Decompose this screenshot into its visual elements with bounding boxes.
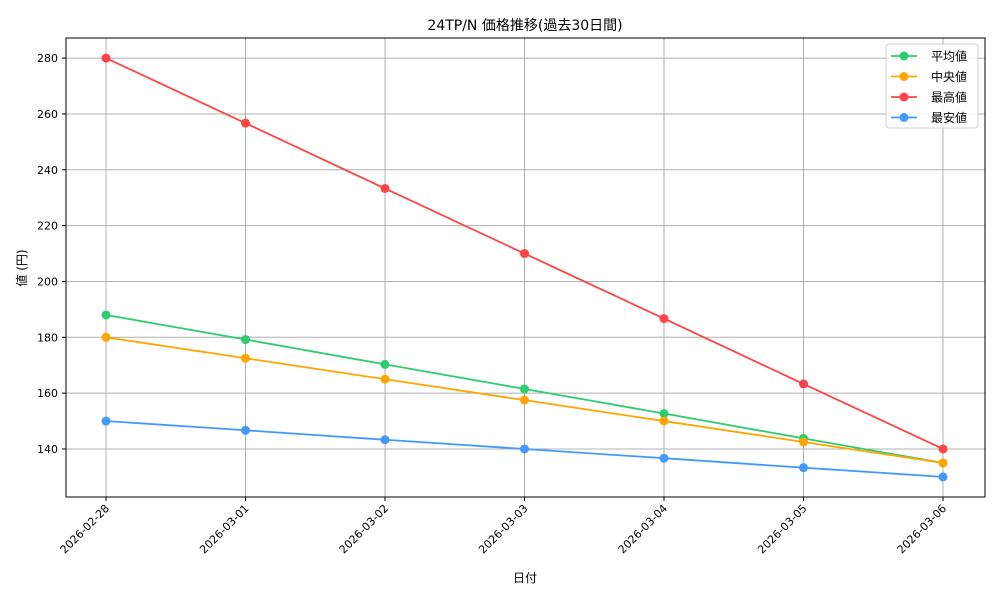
data-point: [659, 453, 669, 463]
legend-label: 平均値: [931, 49, 967, 64]
data-point: [938, 472, 948, 482]
y-tick-label: 200: [37, 275, 58, 288]
x-tick-label: 2026-03-03: [476, 502, 530, 556]
data-point: [241, 118, 250, 128]
data-point: [380, 183, 390, 193]
x-tick-label: 2026-03-02: [337, 502, 391, 556]
x-tick-label: 2026-03-04: [616, 502, 670, 556]
x-tick-label: 2026-03-06: [895, 502, 949, 556]
data-point: [380, 374, 390, 384]
series-2: [101, 53, 948, 454]
y-tick-label: 180: [37, 331, 58, 344]
plot-frame: [65, 37, 986, 498]
data-point: [799, 463, 808, 473]
data-point: [380, 359, 390, 369]
y-axis-label: 値 (円): [14, 249, 29, 286]
legend-marker: [899, 72, 909, 81]
legend-marker: [899, 51, 909, 61]
series-3: [101, 416, 948, 482]
data-point: [659, 314, 669, 324]
data-point: [520, 444, 529, 454]
data-point: [241, 353, 250, 363]
legend-label: 中央値: [931, 69, 967, 84]
x-tick-label: 2026-03-05: [755, 502, 809, 556]
data-point: [101, 332, 111, 342]
data-point: [241, 335, 250, 345]
series-1: [101, 332, 948, 468]
x-axis-label: 日付: [513, 571, 537, 585]
chart-title: 24TP/N 価格推移(過去30日間): [427, 18, 622, 34]
legend-label: 最高値: [931, 90, 967, 105]
x-tick-label: 2026-02-28: [58, 502, 112, 556]
grid: [66, 38, 985, 497]
data-point: [101, 53, 111, 63]
y-tick-label: 140: [37, 443, 58, 456]
data-point: [659, 416, 669, 426]
data-point: [520, 249, 529, 259]
series-group: [101, 53, 948, 482]
legend-label: 最安値: [931, 110, 967, 125]
y-tick-label: 280: [37, 52, 58, 65]
y-tick-label: 220: [37, 220, 58, 233]
data-point: [799, 437, 808, 447]
data-point: [101, 416, 111, 426]
y-tick-label: 240: [37, 164, 58, 177]
y-tick-label: 260: [37, 108, 58, 121]
data-point: [380, 435, 390, 445]
data-point: [101, 310, 111, 320]
data-point: [241, 425, 250, 435]
legend-marker: [899, 113, 909, 122]
ticks: 2026-02-28 2026-03-01 2026-03-02 2026-03-03…: [37, 52, 949, 556]
legend-box: [885, 43, 979, 129]
data-point: [520, 384, 529, 394]
legend-marker: [899, 92, 909, 102]
y-tick-label: 160: [37, 387, 58, 400]
x-tick-label: 2026-03-01: [197, 502, 251, 556]
data-point: [520, 395, 529, 405]
data-point: [938, 444, 948, 454]
data-point: [659, 409, 669, 419]
data-point: [799, 379, 808, 389]
data-point: [938, 458, 948, 468]
